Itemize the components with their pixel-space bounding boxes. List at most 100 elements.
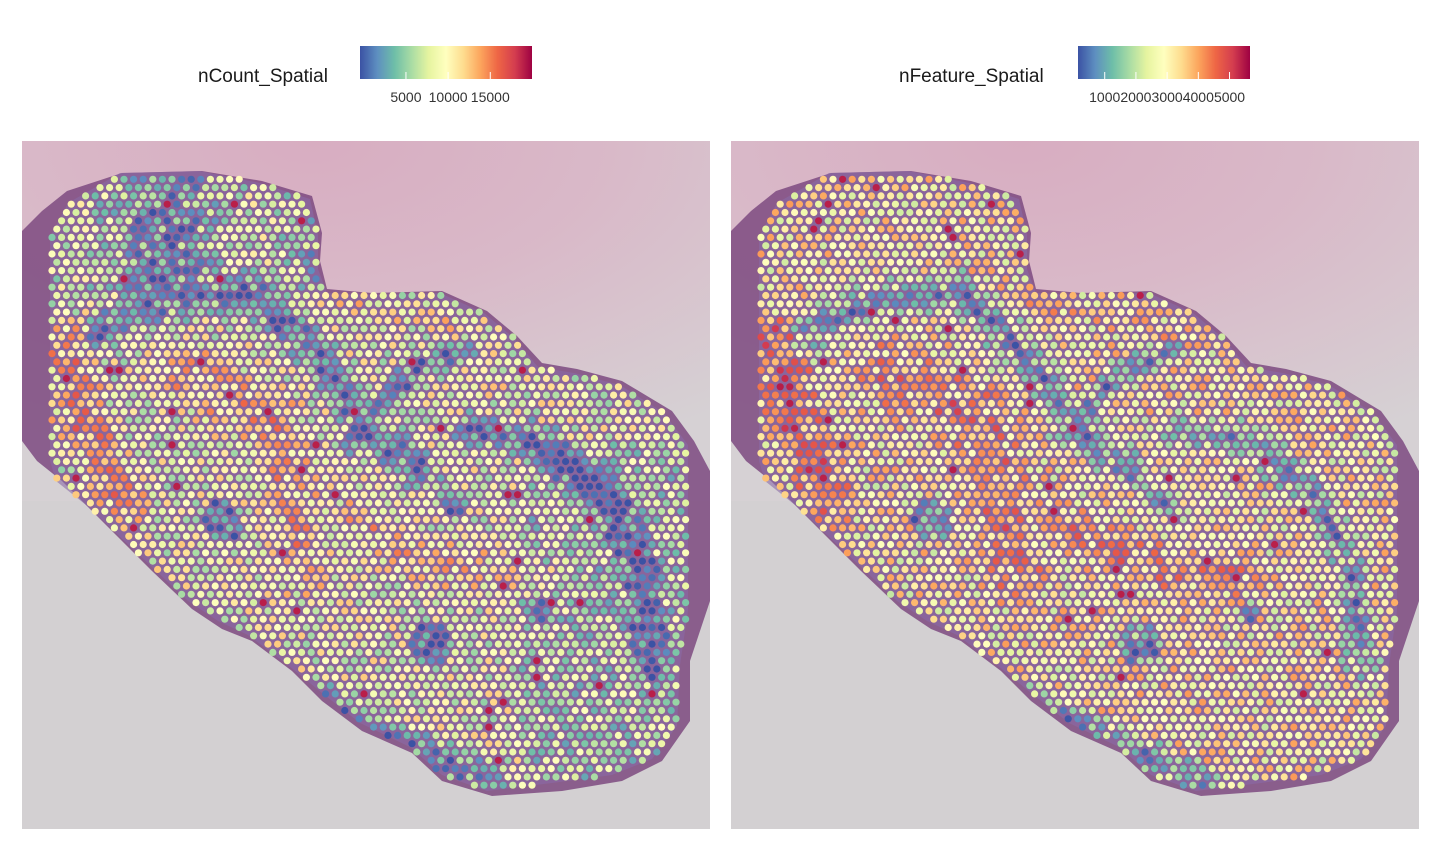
spot: [853, 399, 861, 407]
spot: [906, 374, 914, 383]
spot: [1232, 474, 1240, 482]
spot: [600, 408, 608, 416]
spot: [781, 325, 789, 333]
spot: [610, 574, 618, 582]
spot: [96, 482, 104, 490]
spot: [288, 217, 296, 225]
spot: [336, 482, 344, 490]
spot: [614, 433, 623, 441]
spot: [350, 391, 358, 399]
spot: [341, 325, 349, 333]
spot: [336, 532, 344, 540]
spot: [346, 366, 354, 374]
spot: [595, 482, 603, 490]
spot: [997, 300, 1005, 308]
spot: [173, 449, 181, 457]
spot: [767, 366, 775, 374]
spot: [182, 532, 190, 540]
spot: [557, 449, 565, 457]
spot: [653, 665, 661, 673]
spot: [466, 391, 474, 399]
spot: [182, 433, 190, 441]
spot: [408, 308, 416, 316]
spot: [518, 516, 526, 524]
spot: [925, 291, 933, 300]
spot: [1093, 350, 1101, 358]
spot: [379, 325, 387, 333]
spot: [254, 242, 262, 250]
spot: [456, 507, 464, 515]
spot: [442, 565, 450, 573]
spot: [605, 632, 613, 640]
spot: [1146, 474, 1154, 482]
spot: [125, 416, 133, 424]
spot: [134, 516, 142, 524]
spot: [134, 433, 142, 441]
spot: [475, 673, 483, 681]
spot: [355, 300, 363, 308]
spot: [67, 333, 75, 341]
spot: [422, 632, 430, 640]
spot: [1026, 416, 1034, 424]
spot: [552, 640, 560, 648]
spot: [288, 283, 296, 291]
spot: [547, 366, 555, 374]
spot: [235, 623, 243, 632]
spot: [767, 250, 775, 258]
spot: [619, 673, 627, 681]
spot: [1290, 474, 1298, 482]
spot: [576, 765, 584, 773]
spot: [791, 391, 799, 399]
spot: [466, 474, 474, 482]
spot: [667, 491, 675, 499]
spot: [288, 565, 296, 573]
spot: [915, 441, 923, 449]
spot: [1179, 416, 1187, 424]
spot: [206, 607, 214, 615]
spot: [523, 657, 531, 665]
spot: [86, 267, 94, 275]
spot: [571, 723, 579, 731]
spot: [819, 225, 827, 233]
spot: [413, 665, 421, 673]
spot: [638, 540, 647, 549]
spot: [1002, 341, 1010, 349]
spot: [887, 192, 895, 200]
spot: [571, 590, 579, 598]
spot: [795, 217, 803, 225]
spot: [504, 657, 512, 665]
spot: [346, 482, 354, 490]
spot: [1002, 242, 1010, 250]
spot: [355, 665, 363, 673]
spot: [235, 474, 243, 482]
spot: [643, 698, 651, 706]
spot: [614, 682, 623, 690]
spot: [805, 466, 813, 474]
spot: [973, 358, 981, 366]
spot: [1050, 391, 1058, 399]
spot: [413, 715, 421, 723]
spot: [82, 457, 90, 466]
spot: [355, 532, 363, 540]
spot: [226, 540, 234, 549]
spot: [1079, 358, 1087, 366]
spot: [805, 283, 813, 291]
spot: [800, 391, 808, 399]
spot: [954, 441, 962, 449]
spot: [293, 258, 301, 266]
spot: [331, 457, 339, 466]
spot: [848, 291, 856, 300]
spot: [1160, 366, 1168, 374]
spot: [72, 457, 80, 466]
spot: [211, 366, 219, 374]
spot: [317, 648, 325, 656]
spot: [86, 300, 94, 308]
spot: [1074, 399, 1082, 407]
spot: [226, 590, 234, 598]
spot: [202, 200, 210, 208]
spot: [490, 516, 498, 524]
spot: [920, 217, 928, 225]
spot: [293, 491, 301, 499]
spot: [413, 466, 421, 474]
spot: [86, 350, 94, 358]
